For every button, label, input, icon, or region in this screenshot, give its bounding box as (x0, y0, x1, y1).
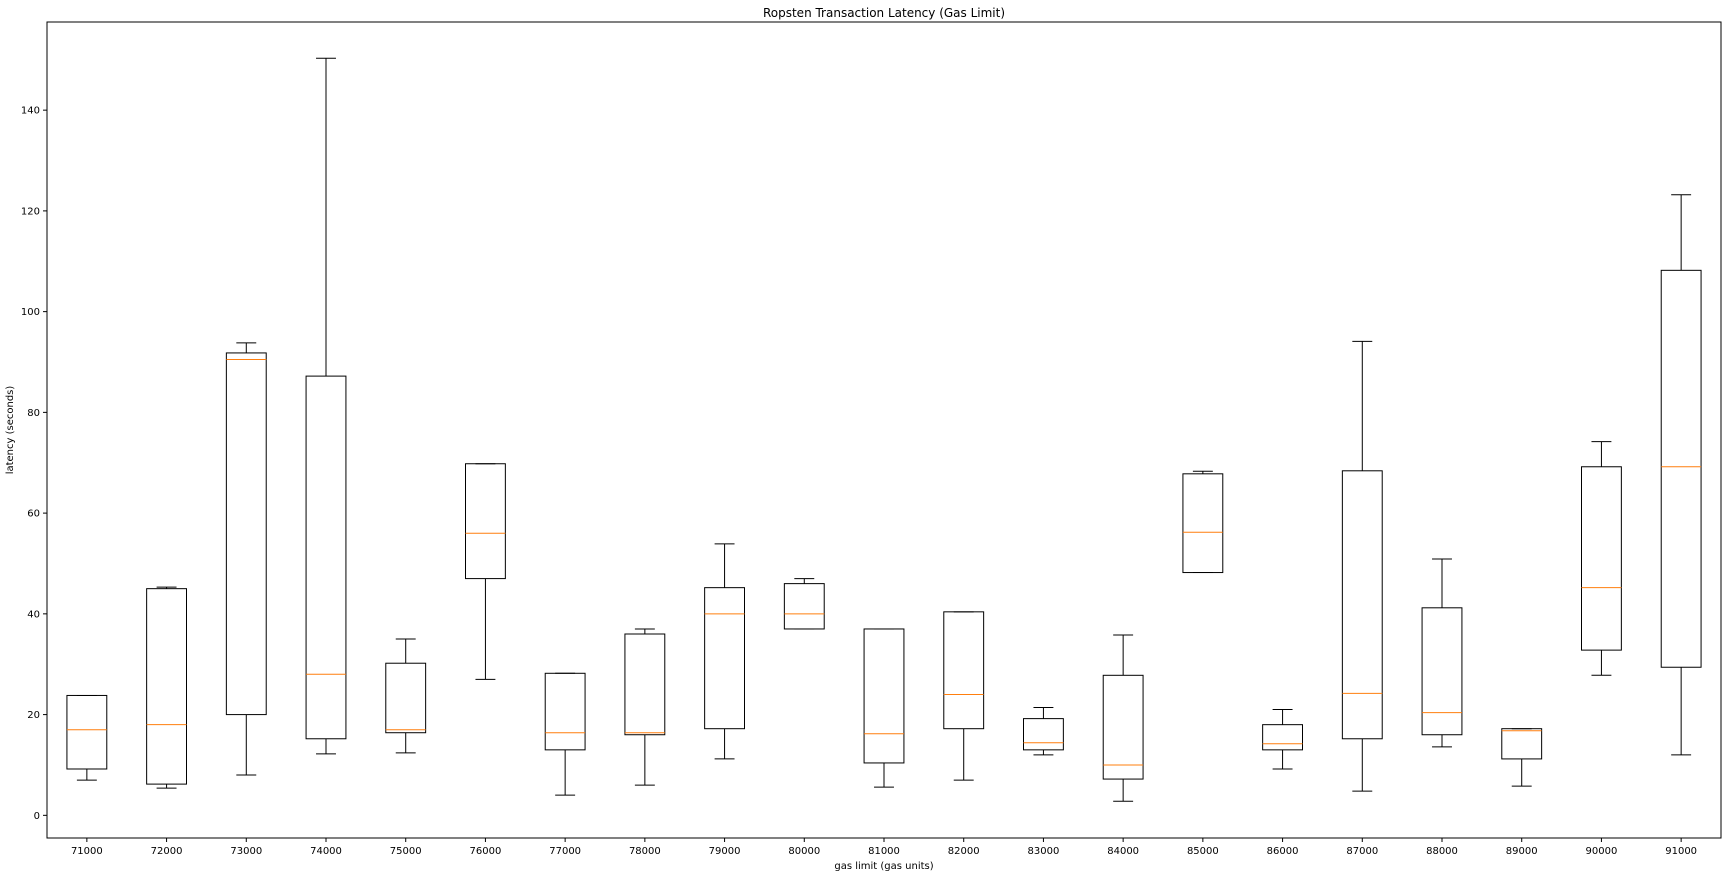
x-tick-label-79000: 79000 (709, 846, 741, 857)
x-tick-label-86000: 86000 (1267, 846, 1299, 857)
box-77000 (544, 672, 586, 751)
box-group-90000 (1581, 441, 1622, 676)
y-axis: 0 20 40 60 80 100 120 140 (21, 106, 47, 822)
box-group-78000 (624, 628, 666, 786)
box-81000 (863, 628, 905, 764)
box-74000 (305, 375, 347, 740)
y-tick-label-120: 120 (21, 206, 40, 217)
box-79000 (704, 587, 746, 730)
box-group-76000 (465, 463, 506, 680)
boxes-group (66, 57, 1702, 802)
box-group-88000 (1421, 558, 1463, 748)
y-tick-label-40: 40 (27, 609, 40, 620)
box-group-72000 (146, 586, 187, 789)
box-85000 (1182, 473, 1224, 574)
x-tick-label-91000: 91000 (1665, 846, 1697, 857)
box-group-80000 (783, 578, 825, 630)
x-tick-label-72000: 72000 (151, 846, 183, 857)
box-group-86000 (1262, 709, 1303, 770)
x-tick-label-76000: 76000 (470, 846, 502, 857)
box-group-71000 (66, 694, 108, 781)
box-76000 (465, 463, 506, 580)
box-group-75000 (385, 638, 427, 754)
x-tick-label-83000: 83000 (1028, 846, 1060, 857)
box-84000 (1102, 674, 1144, 780)
box-71000 (66, 694, 108, 770)
y-axis-label: latency (seconds) (5, 386, 16, 475)
box-group-87000 (1341, 340, 1383, 792)
y-tick-label-80: 80 (27, 408, 40, 419)
box-90000 (1581, 466, 1622, 651)
x-tick-label-80000: 80000 (788, 846, 820, 857)
box-72000 (146, 588, 187, 785)
box-87000 (1341, 470, 1383, 740)
box-group-91000 (1660, 194, 1702, 756)
box-group-74000 (305, 57, 347, 755)
box-group-84000 (1102, 634, 1144, 802)
x-tick-label-84000: 84000 (1107, 846, 1139, 857)
box-83000 (1023, 718, 1064, 751)
x-tick-label-78000: 78000 (629, 846, 661, 857)
x-tick-label-85000: 85000 (1187, 846, 1219, 857)
box-86000 (1262, 724, 1303, 751)
x-tick-label-81000: 81000 (868, 846, 900, 857)
x-tick-label-90000: 90000 (1586, 846, 1618, 857)
x-tick-label-73000: 73000 (230, 846, 262, 857)
box-82000 (943, 611, 985, 730)
box-89000 (1501, 728, 1543, 760)
box-group-83000 (1023, 707, 1064, 756)
x-axis: 71000 72000 73000 74000 75000 76000 77000 78000… (71, 838, 1697, 857)
y-tick-label-100: 100 (21, 307, 40, 318)
box-group-79000 (704, 543, 746, 760)
x-axis-label: gas limit (gas units) (834, 861, 933, 872)
box-group-77000 (544, 672, 586, 796)
box-75000 (385, 662, 427, 734)
y-tick-label-60: 60 (27, 509, 40, 520)
x-tick-label-77000: 77000 (549, 846, 581, 857)
box-73000 (225, 352, 267, 716)
x-tick-label-71000: 71000 (71, 846, 103, 857)
x-tick-label-74000: 74000 (310, 846, 342, 857)
x-tick-label-82000: 82000 (948, 846, 980, 857)
y-tick-label-20: 20 (27, 710, 40, 721)
box-group-85000 (1182, 470, 1224, 574)
box-group-82000 (943, 611, 985, 781)
box-group-81000 (863, 628, 905, 788)
box-80000 (783, 583, 825, 630)
y-tick-label-0: 0 (34, 811, 40, 822)
x-tick-label-87000: 87000 (1346, 846, 1378, 857)
box-78000 (624, 633, 666, 736)
box-group-73000 (225, 342, 267, 776)
x-tick-label-88000: 88000 (1426, 846, 1458, 857)
box-group-89000 (1501, 728, 1543, 787)
y-tick-label-140: 140 (21, 106, 40, 117)
x-tick-label-89000: 89000 (1506, 846, 1538, 857)
x-tick-label-75000: 75000 (390, 846, 422, 857)
box-88000 (1421, 607, 1463, 736)
chart-title: Ropsten Transaction Latency (Gas Limit) (763, 6, 1005, 20)
box-91000 (1660, 269, 1702, 668)
